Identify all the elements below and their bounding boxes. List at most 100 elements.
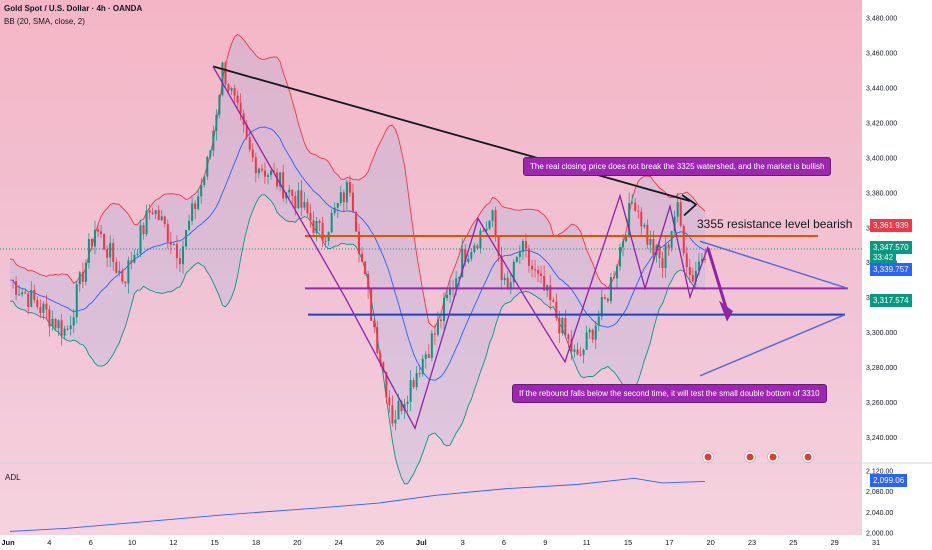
- symbol-title[interactable]: Gold Spot / U.S. Dollar · 4h · OANDA: [4, 4, 143, 13]
- candle-body: [75, 284, 78, 318]
- candle-body: [233, 88, 236, 96]
- downtrend-line: [212, 65, 691, 202]
- candle-body: [424, 354, 427, 359]
- event-flag-dot: [704, 453, 712, 461]
- candle-body: [488, 220, 491, 229]
- candle-body: [139, 225, 142, 254]
- candle-body: [524, 241, 527, 249]
- candle-body: [191, 203, 194, 221]
- event-flag-dot: [746, 453, 754, 461]
- candle-body: [33, 290, 36, 300]
- candle-body: [503, 277, 506, 281]
- adl-label[interactable]: ADL: [5, 473, 21, 482]
- double-bottom-annotation[interactable]: If the rebound falls below the second ti…: [512, 384, 827, 403]
- candle-body: [594, 325, 597, 340]
- candle-body: [622, 241, 625, 248]
- candle-body: [379, 352, 382, 363]
- candle-body: [12, 279, 15, 282]
- candle-body: [348, 181, 351, 193]
- forecast-arrow: [706, 247, 728, 309]
- candle-body: [567, 334, 570, 339]
- y-tick-label: 3,280.000: [866, 365, 897, 372]
- candle-body: [446, 294, 449, 299]
- y-tick-label: 3,420.000: [866, 120, 897, 127]
- candle-body: [358, 231, 361, 254]
- candle-body: [227, 84, 230, 91]
- candle-body: [540, 273, 543, 276]
- x-tick-label: 25: [789, 538, 797, 547]
- resistance-annotation[interactable]: 3355 resistance level bearish: [697, 217, 853, 231]
- candle-body: [585, 332, 588, 350]
- candle-body: [634, 202, 637, 211]
- candle-body: [582, 349, 585, 355]
- candle-body: [661, 258, 664, 269]
- candle-body: [433, 333, 436, 335]
- adl-value-label: 2,099.06: [870, 474, 908, 487]
- candle-body: [130, 260, 133, 263]
- candle-body: [500, 255, 503, 281]
- candle-body: [561, 317, 564, 334]
- bb-indicator-legend[interactable]: BB (20, SMA, close, 2): [4, 17, 85, 26]
- candle-body: [248, 137, 251, 150]
- candle-body: [154, 210, 157, 215]
- candle-body: [412, 380, 415, 388]
- x-tick-label: 11: [583, 538, 591, 547]
- candle-body: [628, 202, 631, 238]
- candle-body: [63, 328, 66, 336]
- candle-body: [473, 245, 476, 252]
- candle-body: [39, 307, 42, 314]
- candle-body: [397, 401, 400, 420]
- candle-body: [124, 281, 127, 284]
- candle-body: [224, 62, 227, 85]
- candle-body: [612, 277, 615, 279]
- candle-body: [194, 203, 197, 210]
- candle-body: [597, 316, 600, 326]
- candle-body: [694, 270, 697, 282]
- candle-body: [236, 95, 239, 103]
- x-tick-label: 31: [872, 538, 880, 547]
- candle-body: [439, 319, 442, 321]
- candle-body: [103, 234, 106, 250]
- x-tick-label: 4: [47, 538, 51, 547]
- x-tick-label: Jul: [416, 538, 427, 547]
- candle-body: [506, 277, 509, 289]
- x-tick-label: 26: [376, 538, 384, 547]
- candle-body: [136, 253, 139, 255]
- candle-body: [121, 270, 124, 282]
- candle-body: [600, 297, 603, 317]
- candle-body: [200, 185, 203, 197]
- candle-body: [342, 192, 345, 203]
- forecast-arrowhead: [719, 300, 733, 322]
- bb-lower-band: [9, 194, 706, 485]
- candle-body: [494, 210, 497, 237]
- candle-body: [300, 190, 303, 208]
- candle-body: [700, 259, 703, 262]
- candle-body: [606, 298, 609, 302]
- candle-body: [427, 354, 430, 358]
- candle-body: [330, 213, 333, 233]
- candle-body: [409, 380, 412, 402]
- bullish-annotation[interactable]: The real closing price does not break th…: [523, 157, 832, 176]
- candle-body: [497, 236, 500, 256]
- candle-body: [112, 243, 115, 263]
- candle-body: [51, 319, 54, 327]
- candle-body: [512, 261, 515, 283]
- candle-body: [470, 251, 473, 259]
- candle-body: [291, 189, 294, 196]
- event-flag-dot: [804, 453, 812, 461]
- candle-body: [576, 349, 579, 355]
- candle-body: [449, 288, 452, 295]
- x-tick-label: 15: [210, 538, 218, 547]
- candle-body: [148, 210, 151, 213]
- candle-body: [382, 362, 385, 373]
- candle-body: [30, 290, 33, 307]
- candle-body: [461, 248, 464, 277]
- candle-body: [658, 245, 661, 259]
- candle-body: [160, 216, 163, 221]
- candle-body: [251, 149, 254, 158]
- candle-body: [87, 239, 90, 263]
- candle-body: [646, 224, 649, 245]
- candle-body: [203, 176, 206, 186]
- bar-countdown: 33:42: [870, 251, 897, 264]
